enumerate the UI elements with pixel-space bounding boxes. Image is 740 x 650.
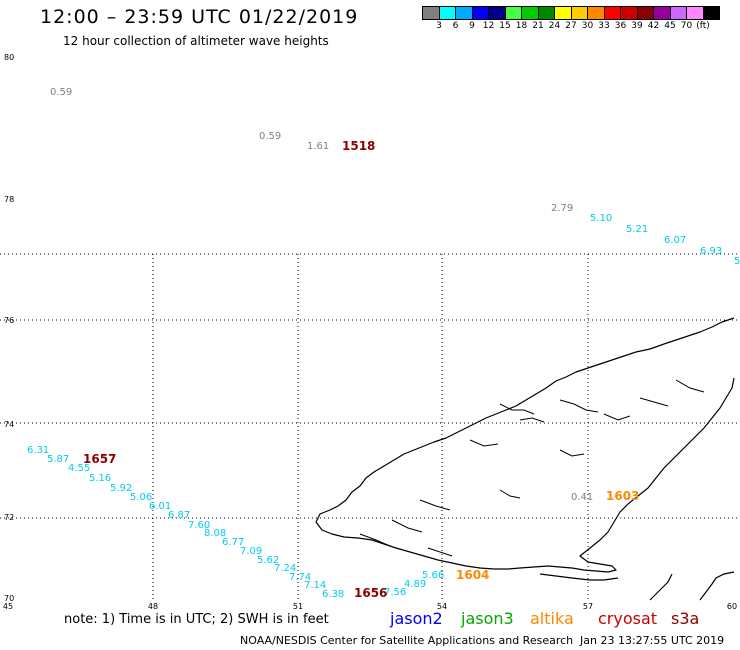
swh-value: 6.93 bbox=[700, 246, 722, 257]
lon-tick-label: 60 bbox=[727, 602, 737, 611]
timestamp-text: Jan 23 13:27:55 UTC 2019 bbox=[580, 634, 725, 647]
legend-jason3: jason3 bbox=[461, 609, 514, 628]
color-scale-label: 18 bbox=[515, 21, 528, 31]
coastline-fjord bbox=[639, 397, 669, 407]
coastline-fjord bbox=[419, 499, 451, 511]
lat-tick-label: 80 bbox=[4, 53, 14, 62]
color-scale-label: 24 bbox=[548, 21, 561, 31]
swh-value: 7.24 bbox=[274, 563, 296, 574]
lon-tick-label: 51 bbox=[293, 602, 303, 611]
swh-value: 5.21 bbox=[626, 224, 648, 235]
coastline bbox=[315, 317, 735, 601]
color-scale-label: 6 bbox=[452, 21, 459, 31]
coastline-fjord bbox=[559, 449, 585, 457]
pass-time-label: 1518 bbox=[342, 139, 375, 153]
color-scale-label: (ft) bbox=[696, 21, 710, 31]
swh-value: 5 bbox=[734, 256, 740, 267]
lat-tick-label: 70 bbox=[4, 594, 14, 603]
swh-value: 7.14 bbox=[304, 580, 326, 591]
swh-value: 7.56 bbox=[384, 587, 406, 598]
pass-times: 1518 1657 1656 1603 1604 bbox=[83, 139, 639, 600]
lon-tick-label: 45 bbox=[3, 602, 13, 611]
color-scale-label: 27 bbox=[565, 21, 577, 31]
swh-value: 5.87 bbox=[47, 454, 69, 465]
lat-tick-label: 74 bbox=[4, 420, 14, 429]
color-scale-label: 30 bbox=[581, 21, 594, 31]
swh-value: 7.74 bbox=[289, 572, 311, 583]
swh-value: 5.06 bbox=[130, 492, 152, 503]
legend-jason2: jason2 bbox=[390, 609, 443, 628]
coastline-fjord bbox=[359, 533, 391, 547]
coastline-fjord bbox=[519, 417, 545, 423]
swh-value: 5.10 bbox=[590, 213, 612, 224]
swh-value: 8.08 bbox=[204, 528, 226, 539]
color-scale-label: 21 bbox=[532, 21, 544, 31]
map-title: 12:00 – 23:59 UTC 01/22/2019 bbox=[40, 6, 359, 28]
swh-value: 4.55 bbox=[68, 463, 90, 474]
credit-text: NOAA/NESDIS Center for Satellite Applica… bbox=[240, 634, 574, 647]
swh-value: 5.66 bbox=[422, 570, 444, 581]
swh-value: 6.77 bbox=[222, 537, 244, 548]
swh-value: 0.59 bbox=[259, 131, 281, 142]
coastline-fjord bbox=[469, 439, 499, 447]
map-subtitle: 12 hour collection of altimeter wave hei… bbox=[63, 34, 329, 48]
swh-value: 5.16 bbox=[89, 473, 111, 484]
coastline-fjord bbox=[427, 547, 453, 557]
pass-time-label: 1604 bbox=[456, 568, 489, 582]
swh-value: 7.60 bbox=[188, 520, 210, 531]
color-scale-label: 39 bbox=[631, 21, 643, 31]
footer-note: note: 1) Time is in UTC; 2) SWH is in fe… bbox=[64, 612, 329, 627]
map-grid bbox=[0, 253, 740, 600]
coastline-fjord bbox=[499, 403, 535, 415]
pass-time-label: 1657 bbox=[83, 452, 116, 466]
lat-tick-label: 76 bbox=[4, 316, 14, 325]
swh-value: 6.87 bbox=[168, 510, 190, 521]
swh-value: 7.09 bbox=[240, 546, 262, 557]
pass-time-label: 1656 bbox=[354, 586, 387, 600]
swh-value: 2.79 bbox=[551, 203, 573, 214]
color-scale-label: 3 bbox=[436, 21, 442, 31]
color-scale-labels: 3 6 9 12 15 18 21 24 27 30 33 36 39 42 45 70 (ft) bbox=[422, 21, 740, 33]
swh-value: 1.61 bbox=[307, 141, 329, 152]
swh-value: 6.38 bbox=[322, 589, 344, 600]
color-scale-label: 45 bbox=[664, 21, 676, 31]
swh-value: 0.59 bbox=[50, 87, 72, 98]
swh-value: 5.62 bbox=[257, 555, 279, 566]
swh-value: 0.41 bbox=[571, 492, 593, 503]
coastline-south bbox=[539, 571, 735, 601]
color-scale-label: 12 bbox=[482, 21, 495, 31]
coastline-fjord bbox=[603, 413, 631, 421]
swh-value: 6.31 bbox=[27, 445, 49, 456]
color-scale-label: 70 bbox=[680, 21, 693, 31]
color-scale-bar bbox=[422, 6, 720, 20]
swh-value: 6.07 bbox=[664, 235, 686, 246]
coastline-fjord bbox=[499, 489, 521, 499]
lat-tick-label: 78 bbox=[4, 195, 14, 204]
legend-altika: altika bbox=[530, 609, 574, 628]
pass-time-label: 1603 bbox=[606, 489, 639, 503]
legend-cryosat: cryosat bbox=[598, 609, 658, 628]
swh-value: 6.01 bbox=[149, 501, 171, 512]
legend-s3a: s3a bbox=[671, 609, 700, 628]
swh-values: 0.59 0.59 1.61 2.79 5.10 5.21 6.07 6.93 5 6.315.8… bbox=[27, 87, 740, 600]
swh-value: 5.92 bbox=[110, 483, 132, 494]
color-swatch bbox=[702, 6, 720, 20]
lon-tick-label: 48 bbox=[148, 602, 158, 611]
color-scale-label: 42 bbox=[647, 21, 660, 31]
coastline-north bbox=[315, 317, 735, 573]
color-scale-label: 9 bbox=[469, 21, 475, 31]
coastline-fjord bbox=[391, 519, 423, 533]
coastline-fjord bbox=[559, 399, 599, 413]
lon-tick-label: 57 bbox=[583, 602, 593, 611]
coastline-fjord bbox=[675, 379, 705, 393]
color-scale-label: 15 bbox=[499, 21, 511, 31]
color-scale-label: 33 bbox=[598, 21, 610, 31]
lat-tick-label: 72 bbox=[4, 513, 14, 522]
color-scale-label: 36 bbox=[614, 21, 627, 31]
lon-tick-label: 54 bbox=[437, 602, 447, 611]
swh-value: 4.89 bbox=[404, 579, 426, 590]
